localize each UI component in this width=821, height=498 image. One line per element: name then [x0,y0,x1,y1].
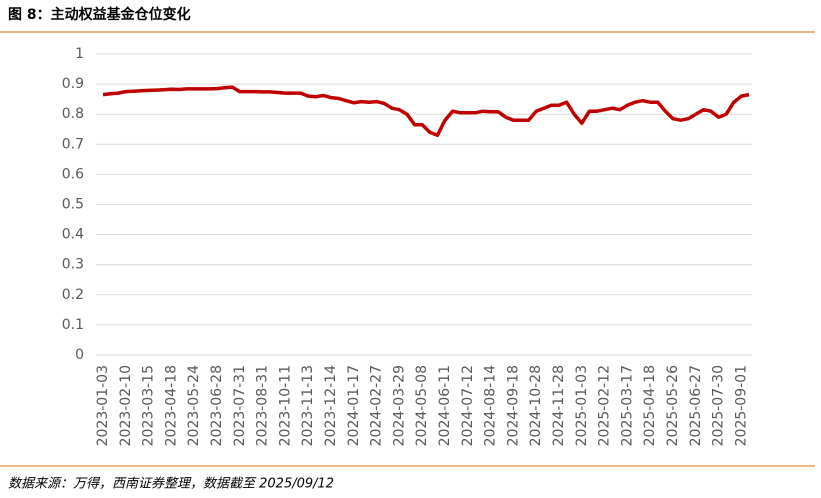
x-tick-label: 2024-07-12 [460,365,476,446]
x-tick-label: 2024-06-11 [437,365,453,446]
x-tick-label: 2024-01-17 [346,365,362,446]
x-tick-label: 2025-03-17 [619,365,635,446]
x-tick-label: 2024-05-08 [414,365,430,446]
x-tick-label: 2025-04-18 [642,365,658,446]
y-tick-label: 0.1 [62,317,84,333]
x-tick-label: 2024-09-18 [505,365,521,446]
y-tick-label: 0.9 [62,76,84,92]
x-tick-label: 2024-10-28 [528,365,544,446]
x-tick-label: 2023-05-24 [186,365,202,446]
y-tick-label: 0.2 [62,287,84,303]
x-tick-label: 2025-07-30 [711,365,727,446]
x-tick-label: 2025-09-01 [733,365,749,446]
x-tick-label: 2023-10-11 [277,365,293,446]
y-tick-label: 0.6 [62,166,84,182]
source-note: 数据来源：万得，西南证券整理，数据截至 2025/09/12 [8,477,334,492]
x-tick-label: 2024-08-14 [483,365,499,446]
x-tick-label: 2025-01-03 [574,365,590,446]
y-tick-label: 1 [75,46,84,62]
x-tick-label: 2023-02-10 [118,365,134,446]
chart-title: 图 8：主动权益基金仓位变化 [8,6,191,23]
y-tick-label: 0.8 [62,106,84,122]
x-tick-label: 2023-08-31 [255,365,271,446]
x-tick-label: 2023-07-31 [232,365,248,446]
y-tick-label: 0.3 [62,257,84,273]
x-tick-label: 2023-06-28 [209,365,225,446]
x-tick-label: 2025-06-27 [688,365,704,446]
x-tick-label: 2025-02-12 [597,365,613,446]
y-tick-label: 0.7 [62,136,84,152]
x-tick-label: 2023-04-18 [163,365,179,446]
x-tick-label: 2023-11-13 [300,365,316,446]
x-tick-label: 2023-01-03 [95,365,111,446]
x-tick-label: 2023-12-14 [323,365,339,446]
x-tick-label: 2024-03-29 [391,365,407,446]
x-tick-label: 2025-05-26 [665,365,681,446]
y-tick-label: 0 [75,347,84,363]
x-tick-label: 2024-02-27 [369,365,385,446]
y-tick-label: 0.4 [62,227,84,243]
data-line [102,85,750,138]
x-tick-label: 2024-11-28 [551,365,567,446]
x-tick-label: 2023-03-15 [141,365,157,446]
y-tick-label: 0.5 [62,197,84,213]
